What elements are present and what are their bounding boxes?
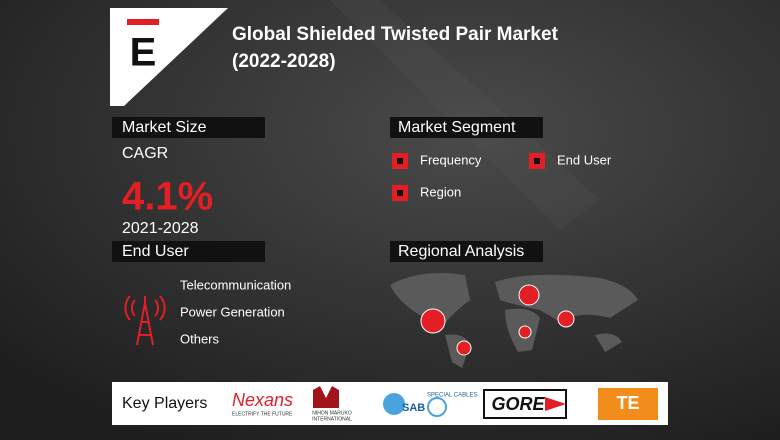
heading-box xyxy=(390,241,543,262)
logo-tagline: SPECIAL CABLES xyxy=(427,393,477,399)
list-item: Power Generation xyxy=(180,304,285,319)
logo-letter: E xyxy=(130,31,157,75)
tower-icon xyxy=(124,295,166,346)
logo-tagline: ELECTRIFY THE FUTURE xyxy=(232,411,293,417)
metric-label: CAGR xyxy=(122,145,168,162)
heading: Key Players xyxy=(122,395,207,412)
logo-bar xyxy=(127,19,159,25)
bullet-inner xyxy=(534,158,540,164)
logo-frame xyxy=(598,388,658,420)
logo-text: SAB xyxy=(402,402,425,414)
list-item: Telecommunication xyxy=(180,277,291,292)
segment-item: Region xyxy=(420,184,461,199)
logo-shape xyxy=(383,393,405,415)
region-dots xyxy=(420,284,575,356)
logo-badge xyxy=(110,8,228,106)
heading: Regional Analysis xyxy=(398,243,524,260)
heading: Market Segment xyxy=(398,119,516,136)
logo-shape xyxy=(427,397,447,417)
logo-text: TE xyxy=(616,393,639,413)
bullet-inner xyxy=(397,190,403,196)
heading-box xyxy=(112,117,265,138)
logo-shape xyxy=(545,397,566,411)
bullet-inner xyxy=(397,158,403,164)
list-item: Others xyxy=(180,331,220,346)
metric-period: 2021-2028 xyxy=(122,220,199,237)
logo-text: Nexans xyxy=(232,390,293,410)
title: Global Shielded Twisted Pair Market xyxy=(232,24,559,45)
logo-text: NIHON MARUKO xyxy=(312,410,352,416)
segment-item: End User xyxy=(557,152,612,167)
metric-value: 4.1% xyxy=(122,175,213,219)
heading: Market Size xyxy=(122,119,207,136)
heading-box xyxy=(390,117,543,138)
segment-item: Frequency xyxy=(420,152,482,167)
title: (2022-2028) xyxy=(232,51,336,72)
heading: End User xyxy=(122,243,189,260)
logo-tagline: INTERNATIONAL xyxy=(312,416,352,422)
logo-text: GORE xyxy=(491,394,545,414)
heading-box xyxy=(112,241,265,262)
logo-shape xyxy=(313,386,339,408)
background-texture xyxy=(330,0,600,230)
